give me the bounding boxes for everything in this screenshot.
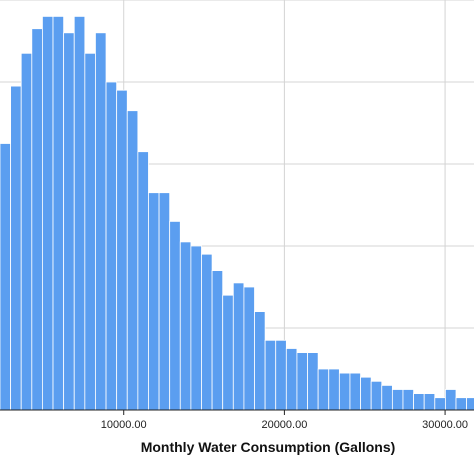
histogram-bar xyxy=(201,253,213,411)
x-tick-labels: 10000.00 20000.00 30000.00 xyxy=(101,410,468,431)
histogram-bar xyxy=(370,380,383,411)
histogram-bar xyxy=(254,311,266,411)
histogram-bar xyxy=(317,368,330,411)
histogram-bar xyxy=(211,270,224,411)
histogram-bar xyxy=(381,384,393,411)
histogram-bar xyxy=(105,81,118,411)
histogram-bar xyxy=(402,389,414,411)
histogram-bar xyxy=(148,192,160,411)
histogram-bar xyxy=(126,110,139,411)
histogram-bar xyxy=(95,32,107,411)
histogram-bar xyxy=(20,52,33,411)
histogram-bar xyxy=(158,192,171,411)
histogram-bar xyxy=(423,393,436,411)
histogram-bar xyxy=(52,15,65,411)
histogram-bar xyxy=(338,372,351,411)
histogram-bar xyxy=(84,52,96,411)
histogram-bar xyxy=(466,397,474,411)
histogram-bar xyxy=(391,389,404,411)
histogram-bar xyxy=(222,294,234,411)
histogram-bar xyxy=(243,286,255,411)
histogram-bar xyxy=(275,339,287,411)
histogram-bar xyxy=(0,143,12,411)
histogram-bar xyxy=(264,339,277,411)
x-tick-label: 30000.00 xyxy=(422,419,468,431)
histogram-bar xyxy=(10,85,22,411)
histogram-bar xyxy=(360,376,372,411)
histogram-bar xyxy=(169,220,181,411)
histogram-bar xyxy=(63,32,75,411)
histogram-bar xyxy=(307,352,319,411)
histogram-bar xyxy=(328,368,340,411)
histogram-bar xyxy=(42,15,54,411)
histogram-bar xyxy=(455,397,468,411)
histogram-bar xyxy=(444,389,457,411)
histogram-bar xyxy=(179,241,192,411)
histogram-bar xyxy=(116,89,128,411)
histogram-bar xyxy=(31,28,43,411)
histogram-bar xyxy=(137,151,149,411)
x-tick-label: 10000.00 xyxy=(101,419,147,431)
histogram-bar xyxy=(73,15,86,411)
histogram-bar xyxy=(190,245,202,411)
histogram-bar xyxy=(296,352,308,411)
histogram-bar xyxy=(285,348,298,411)
x-axis-title: Monthly Water Consumption (Gallons) xyxy=(141,439,396,455)
x-tick-label: 20000.00 xyxy=(261,419,307,431)
histogram-bar xyxy=(349,372,361,411)
histogram-bar xyxy=(232,282,245,411)
histogram-bar xyxy=(413,393,425,411)
histogram-bar xyxy=(434,397,446,411)
